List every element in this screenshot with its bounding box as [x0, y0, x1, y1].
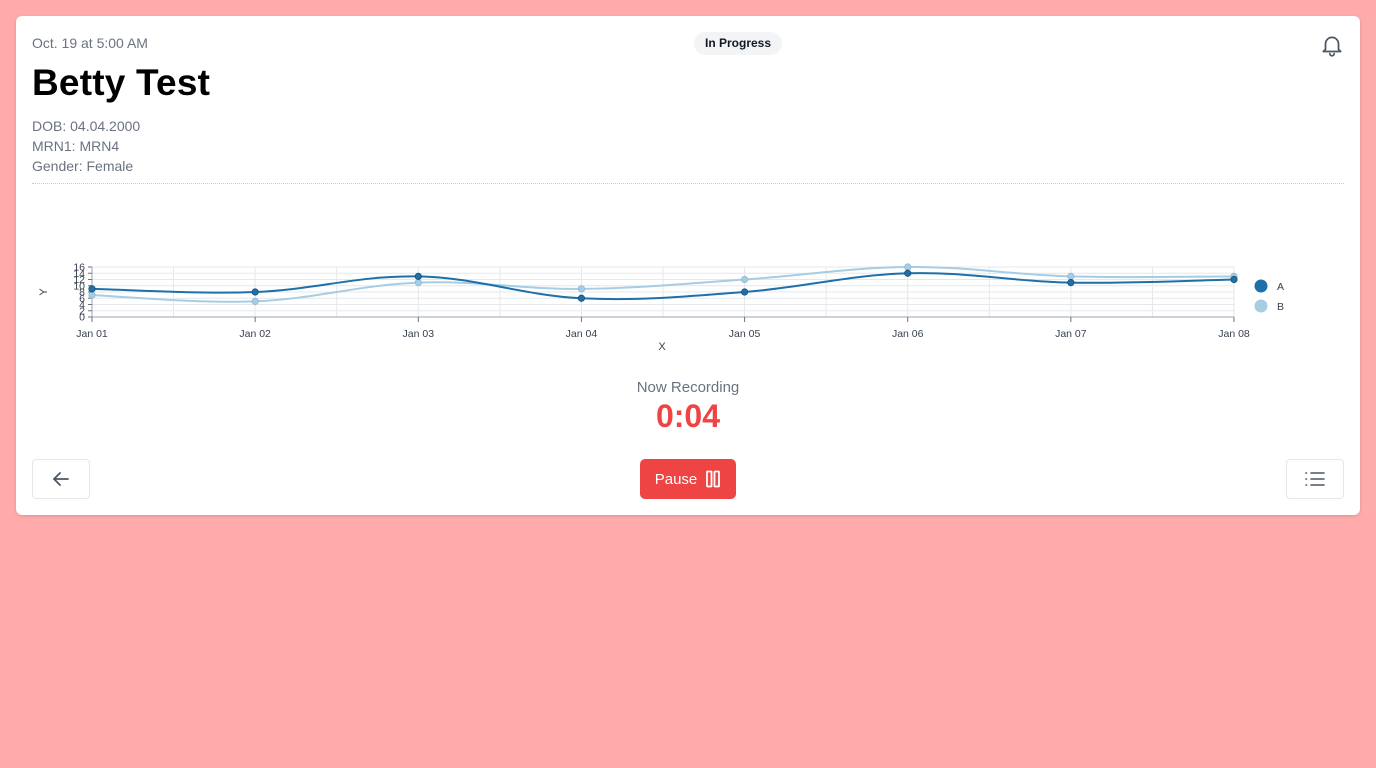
series-b-point: [904, 263, 912, 271]
y-tick-label: 14: [73, 268, 85, 280]
session-timestamp: Oct. 19 at 5:00 AM: [32, 35, 148, 51]
y-tick-label: 12: [73, 274, 85, 286]
legend-label-a: A: [1277, 281, 1284, 293]
recording-label: Now Recording: [636, 379, 740, 396]
series-b-point: [740, 275, 749, 284]
series-a-point: [251, 288, 259, 296]
series-b-point: [251, 297, 259, 305]
patient-mrn: MRN1: MRN4: [32, 138, 120, 154]
list-icon: [1305, 472, 1325, 486]
series-b-point: [414, 279, 422, 287]
y-axis-label: Y: [38, 288, 50, 296]
series-a-point: [1067, 279, 1075, 287]
series-a-point: [414, 272, 422, 280]
series-b-point: [577, 285, 586, 293]
recording-timer: 0:04: [655, 398, 721, 434]
series-a-line: [91, 272, 1235, 301]
patient-dob: DOB: 04.04.2000: [32, 118, 141, 134]
y-tick-label: 8: [79, 287, 85, 299]
pause-button[interactable]: Pause: [640, 459, 736, 499]
menu-list-button[interactable]: [1286, 459, 1344, 499]
x-tick-label: Jan 05: [729, 328, 761, 340]
back-button[interactable]: [32, 459, 90, 499]
header-divider: [32, 183, 1344, 184]
legend-label-b: B: [1277, 301, 1284, 313]
status-badge: In Progress: [694, 32, 783, 55]
bell-icon: [1322, 36, 1342, 57]
series-b-point: [88, 291, 96, 299]
x-tick-label: Jan 07: [1055, 328, 1087, 340]
series-a-point: [1230, 275, 1238, 284]
legend-marker-b: [1254, 299, 1268, 313]
series-a-point: [577, 294, 586, 302]
x-tick-label: Jan 04: [566, 328, 598, 340]
legend-marker-a: [1254, 279, 1268, 293]
x-axis-label: X: [658, 341, 666, 353]
series-a-point: [740, 288, 749, 296]
series-a-point: [904, 269, 912, 277]
y-tick-label: 4: [79, 299, 85, 311]
x-tick-label: Jan 08: [1218, 328, 1250, 340]
pause-button-label: Pause: [654, 470, 698, 488]
patient-card: Oct. 19 at 5:00 AM In Progress Betty Tes…: [16, 16, 1360, 515]
y-tick-label: 10: [73, 280, 85, 292]
patient-gender: Gender: Female: [32, 158, 134, 174]
x-tick-label: Jan 01: [76, 328, 108, 340]
x-tick-label: Jan 06: [892, 328, 924, 340]
y-tick-label: 16: [73, 262, 85, 274]
arrow-left-icon: [53, 472, 69, 486]
y-tick-label: 6: [79, 293, 85, 305]
series-a-point: [88, 285, 96, 293]
y-tick-label: 0: [79, 312, 85, 324]
x-tick-label: Jan 03: [403, 328, 435, 340]
notifications-button[interactable]: [1319, 32, 1345, 58]
y-tick-label: 2: [79, 305, 85, 317]
patient-name: Betty Test: [32, 62, 211, 103]
x-tick-label: Jan 02: [239, 328, 271, 340]
pause-icon: [706, 470, 721, 488]
series-b-point: [1067, 272, 1075, 280]
series-b-line: [91, 265, 1235, 303]
